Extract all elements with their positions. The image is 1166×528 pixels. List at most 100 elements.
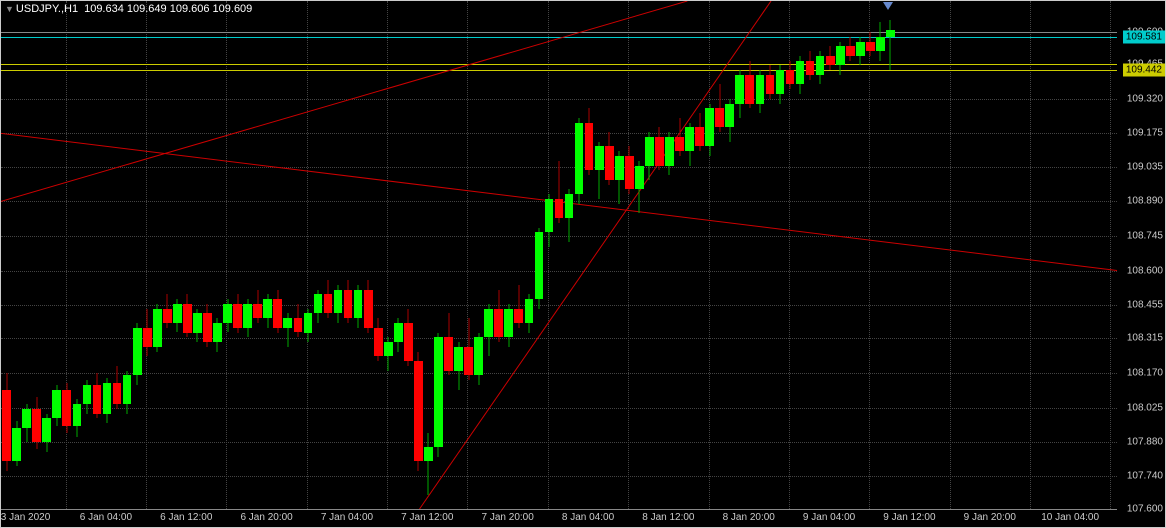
candle[interactable] <box>695 1 704 509</box>
candle[interactable] <box>203 1 212 509</box>
plot-area[interactable] <box>1 1 1117 509</box>
candle[interactable] <box>304 1 313 509</box>
y-axis: 107.600107.740107.880108.025108.170108.3… <box>1117 1 1165 509</box>
candle[interactable] <box>213 1 222 509</box>
candle[interactable] <box>525 1 534 509</box>
candle[interactable] <box>605 1 614 509</box>
candle[interactable] <box>615 1 624 509</box>
candle[interactable] <box>394 1 403 509</box>
candle[interactable] <box>836 1 845 509</box>
candle[interactable] <box>344 1 353 509</box>
candle[interactable] <box>705 1 714 509</box>
candle[interactable] <box>113 1 122 509</box>
candle[interactable] <box>585 1 594 509</box>
candle[interactable] <box>374 1 383 509</box>
candle[interactable] <box>675 1 684 509</box>
candle[interactable] <box>625 1 634 509</box>
candle[interactable] <box>12 1 21 509</box>
candle[interactable] <box>745 1 754 509</box>
candle[interactable] <box>93 1 102 509</box>
candle[interactable] <box>535 1 544 509</box>
candle[interactable] <box>193 1 202 509</box>
candle[interactable] <box>364 1 373 509</box>
candle[interactable] <box>595 1 604 509</box>
candle[interactable] <box>324 1 333 509</box>
candle[interactable] <box>494 1 503 509</box>
candle[interactable] <box>484 1 493 509</box>
candle[interactable] <box>133 1 142 509</box>
candle[interactable] <box>233 1 242 509</box>
candle[interactable] <box>876 1 885 509</box>
candle[interactable] <box>504 1 513 509</box>
candle[interactable] <box>414 1 423 509</box>
x-tick: 6 Jan 20:00 <box>240 512 292 523</box>
candle[interactable] <box>283 1 292 509</box>
candle[interactable] <box>314 1 323 509</box>
candle[interactable] <box>826 1 835 509</box>
chart-container[interactable]: ▼ USDJPY.,H1 109.634 109.649 109.606 109… <box>0 0 1166 528</box>
candle-body <box>585 123 594 171</box>
candle[interactable] <box>123 1 132 509</box>
candle[interactable] <box>735 1 744 509</box>
candle[interactable] <box>253 1 262 509</box>
candle[interactable] <box>766 1 775 509</box>
candle[interactable] <box>183 1 192 509</box>
candle-body <box>42 418 51 442</box>
candle[interactable] <box>856 1 865 509</box>
candle[interactable] <box>715 1 724 509</box>
candle-body <box>143 328 152 347</box>
candle[interactable] <box>545 1 554 509</box>
candle[interactable] <box>454 1 463 509</box>
candle[interactable] <box>886 1 895 509</box>
candle[interactable] <box>514 1 523 509</box>
arrow-marker[interactable] <box>883 2 893 10</box>
candle[interactable] <box>635 1 644 509</box>
candle[interactable] <box>645 1 654 509</box>
candle[interactable] <box>796 1 805 509</box>
candle[interactable] <box>816 1 825 509</box>
candle[interactable] <box>83 1 92 509</box>
candle[interactable] <box>866 1 875 509</box>
candle[interactable] <box>243 1 252 509</box>
candle[interactable] <box>143 1 152 509</box>
candle[interactable] <box>776 1 785 509</box>
candle[interactable] <box>73 1 82 509</box>
candle[interactable] <box>2 1 11 509</box>
candle[interactable] <box>444 1 453 509</box>
x-tick: 9 Jan 20:00 <box>964 512 1016 523</box>
candle[interactable] <box>665 1 674 509</box>
candle[interactable] <box>565 1 574 509</box>
candle[interactable] <box>685 1 694 509</box>
candle[interactable] <box>354 1 363 509</box>
candle[interactable] <box>404 1 413 509</box>
candle[interactable] <box>464 1 473 509</box>
candle[interactable] <box>434 1 443 509</box>
candle[interactable] <box>22 1 31 509</box>
x-tick: 7 Jan 04:00 <box>321 512 373 523</box>
candle[interactable] <box>263 1 272 509</box>
candle[interactable] <box>42 1 51 509</box>
candle[interactable] <box>273 1 282 509</box>
candle[interactable] <box>163 1 172 509</box>
candle[interactable] <box>173 1 182 509</box>
candle[interactable] <box>655 1 664 509</box>
candle[interactable] <box>424 1 433 509</box>
candle[interactable] <box>725 1 734 509</box>
candle[interactable] <box>62 1 71 509</box>
candle[interactable] <box>153 1 162 509</box>
candle[interactable] <box>756 1 765 509</box>
candle[interactable] <box>103 1 112 509</box>
candle[interactable] <box>474 1 483 509</box>
candle[interactable] <box>806 1 815 509</box>
candle[interactable] <box>223 1 232 509</box>
candle[interactable] <box>555 1 564 509</box>
candle[interactable] <box>846 1 855 509</box>
candle[interactable] <box>786 1 795 509</box>
candle[interactable] <box>52 1 61 509</box>
candle[interactable] <box>384 1 393 509</box>
candle[interactable] <box>32 1 41 509</box>
candle[interactable] <box>294 1 303 509</box>
candle[interactable] <box>575 1 584 509</box>
candle-body <box>344 290 353 319</box>
candle[interactable] <box>334 1 343 509</box>
